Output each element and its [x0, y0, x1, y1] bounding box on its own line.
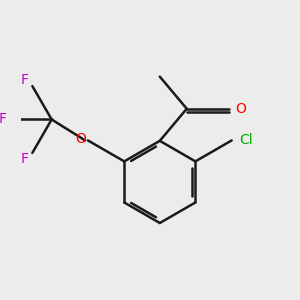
Text: O: O	[76, 132, 86, 146]
Text: Cl: Cl	[239, 134, 253, 147]
Text: O: O	[236, 102, 247, 116]
Text: F: F	[21, 73, 29, 87]
Text: F: F	[0, 112, 6, 127]
Text: F: F	[21, 152, 29, 166]
